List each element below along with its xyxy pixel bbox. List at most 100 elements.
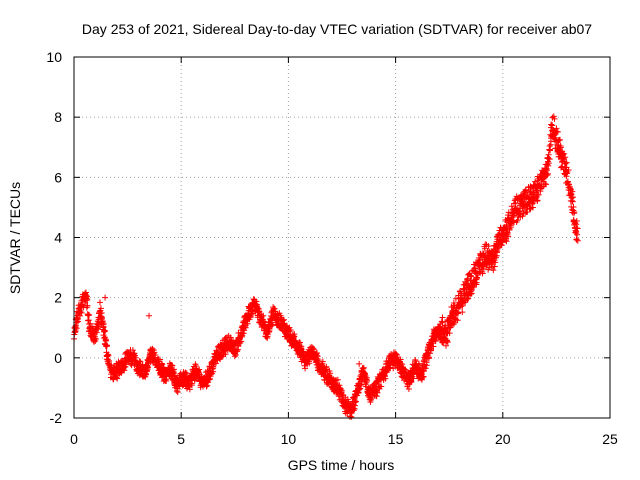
- data-point: [97, 305, 104, 312]
- data-point: [544, 161, 551, 168]
- data-point: [430, 343, 437, 350]
- data-point: [105, 352, 112, 359]
- data-point: [310, 346, 317, 353]
- data-point: [297, 339, 304, 346]
- data-point: [145, 364, 152, 371]
- data-point: [171, 366, 178, 373]
- data-point: [306, 360, 313, 367]
- data-point: [529, 204, 536, 211]
- data-point: [254, 304, 261, 311]
- data-point: [188, 382, 195, 389]
- data-point: [444, 339, 451, 346]
- data-point: [186, 386, 193, 393]
- data-point: [383, 368, 390, 375]
- data-point: [524, 209, 531, 216]
- data-point: [387, 364, 394, 371]
- data-point: [185, 383, 192, 390]
- data-point: [196, 366, 203, 373]
- data-point: [358, 381, 365, 388]
- y-axis-title: SDTVAR / TECUs: [7, 182, 23, 294]
- data-point: [569, 194, 576, 201]
- data-point: [437, 323, 444, 330]
- y-tick-label: 2: [54, 290, 62, 306]
- data-point: [569, 197, 576, 204]
- data-point: [446, 330, 453, 337]
- data-point: [159, 361, 166, 368]
- data-point: [97, 299, 104, 306]
- data-point: [479, 270, 486, 277]
- y-tick-label: 6: [54, 169, 62, 185]
- x-tick-label: 10: [281, 431, 297, 447]
- data-point: [468, 273, 475, 280]
- data-point: [571, 209, 578, 216]
- data-point: [459, 309, 466, 316]
- x-tick-labels: 0 5 10 15 20 25: [70, 431, 618, 447]
- data-point: [314, 350, 321, 357]
- data-point: [533, 187, 540, 194]
- data-point: [83, 293, 90, 300]
- data-point: [280, 316, 287, 323]
- data-point: [204, 382, 211, 389]
- data-point: [545, 170, 552, 177]
- data-point: [439, 314, 446, 321]
- data-point: [459, 302, 466, 309]
- data-point: [357, 385, 364, 392]
- data-point: [93, 329, 100, 336]
- data-point: [542, 180, 549, 187]
- data-point: [438, 318, 445, 325]
- data-point: [232, 351, 239, 358]
- data-point: [557, 136, 564, 143]
- data-point: [573, 217, 580, 224]
- data-point: [503, 238, 510, 245]
- data-point: [314, 353, 321, 360]
- data-point: [542, 166, 549, 173]
- y-tick-label: 10: [46, 49, 62, 65]
- x-tick-label: 20: [495, 431, 511, 447]
- data-point: [439, 319, 446, 326]
- data-point: [415, 361, 422, 368]
- data-point: [412, 356, 419, 363]
- data-point: [149, 345, 156, 352]
- data-point: [464, 276, 471, 283]
- data-point: [551, 115, 558, 122]
- data-point: [287, 327, 294, 334]
- data-point: [557, 144, 564, 151]
- data-point: [524, 192, 531, 199]
- data-point: [260, 312, 267, 319]
- data-point: [565, 167, 572, 174]
- data-point: [492, 259, 499, 266]
- data-point: [356, 386, 363, 393]
- data-point: [74, 318, 81, 325]
- data-point: [360, 364, 367, 371]
- x-axis-title: GPS time / hours: [288, 457, 395, 473]
- data-point: [222, 351, 229, 358]
- data-point: [490, 267, 497, 274]
- data-point: [570, 204, 577, 211]
- data-point: [268, 322, 275, 329]
- data-point: [238, 338, 245, 345]
- data-point: [183, 370, 190, 377]
- data-point: [422, 365, 429, 372]
- data-point: [378, 383, 385, 390]
- x-tick-label: 5: [177, 431, 185, 447]
- data-point: [420, 373, 427, 380]
- data-point: [203, 383, 210, 390]
- data-point: [544, 172, 551, 179]
- data-point: [543, 181, 550, 188]
- data-point: [212, 360, 219, 367]
- data-point: [247, 314, 254, 321]
- data-point: [574, 237, 581, 244]
- data-point: [549, 122, 556, 129]
- data-point: [426, 354, 433, 361]
- data-point: [522, 187, 529, 194]
- x-tick-label: 0: [70, 431, 78, 447]
- data-point: [102, 294, 109, 301]
- data-point: [464, 280, 471, 287]
- axis-ticks: [73, 56, 611, 419]
- data-point: [100, 320, 107, 327]
- y-tick-label: 0: [54, 350, 62, 366]
- data-point: [350, 407, 357, 414]
- data-point: [84, 297, 91, 304]
- data-point: [467, 272, 474, 279]
